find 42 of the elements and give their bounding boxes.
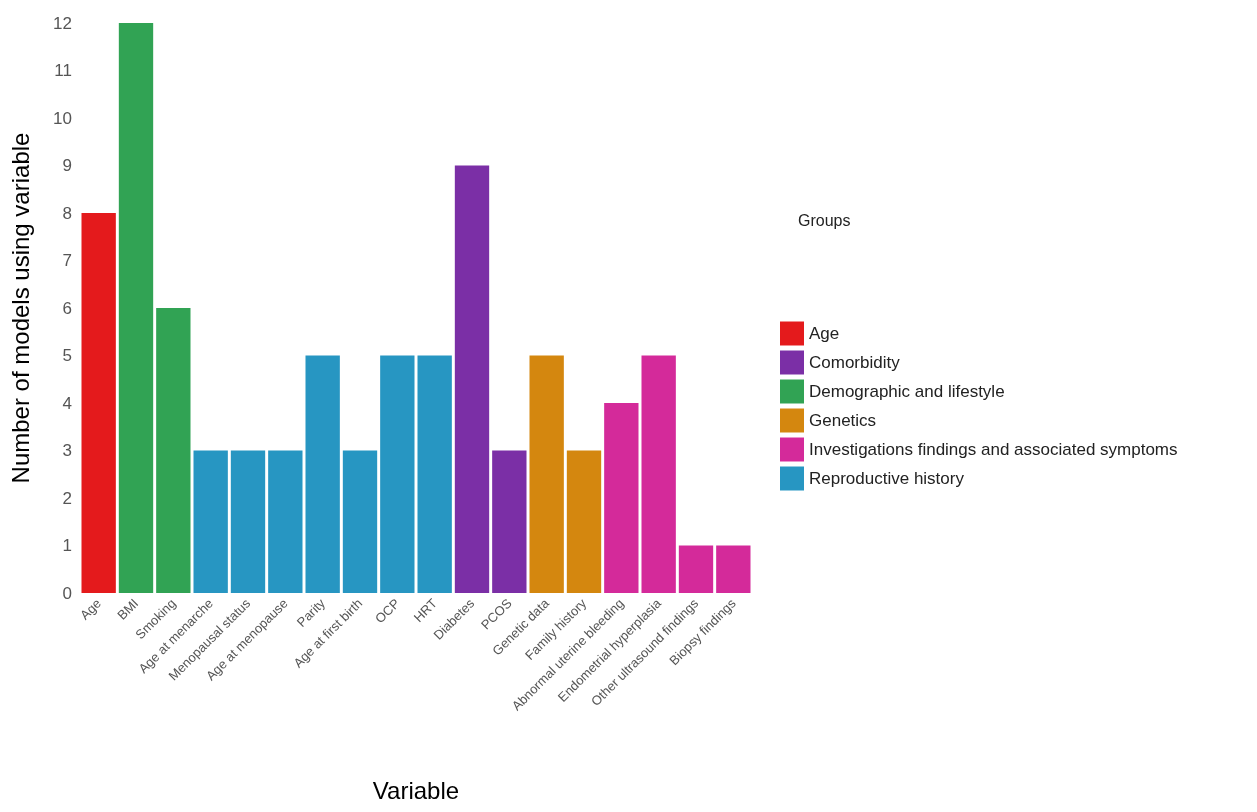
x-axis-title: Variable [372,776,460,804]
bar [193,450,228,593]
bar [641,355,676,593]
bar [566,450,602,593]
y-axis-title: Number of models using variable [6,132,34,484]
y-tick-label: 7 [62,251,72,270]
bar [380,355,415,593]
bar [230,450,266,593]
y-tick-label: 8 [62,203,72,223]
bar [716,545,751,593]
y-tick-label: 2 [62,488,72,508]
x-tick-label: Age [77,595,104,623]
bar [678,545,714,593]
legend-label: Genetics [809,411,877,430]
y-tick-label: 0 [62,583,72,603]
bar [156,308,191,593]
bar [492,450,527,593]
y-tick-label: 5 [62,346,72,365]
bar [417,355,452,593]
bar [118,23,154,593]
y-tick-label: 12 [53,13,72,33]
y-tick-label: 6 [62,298,72,318]
y-tick-label: 9 [62,156,72,175]
legend-title: Groups [798,211,851,229]
y-tick-label: 4 [62,393,72,413]
y-tick-label: 11 [54,61,72,80]
legend-label: Reproductive history [809,469,965,488]
bar [529,355,564,593]
bar [81,213,116,593]
bar [305,355,340,593]
legend-label: Age [809,324,840,343]
y-tick-label: 10 [53,108,72,128]
legend-label: Demographic and lifestyle [809,382,1005,401]
y-tick-label: 3 [62,441,72,460]
legend-label: Comorbidity [809,353,901,372]
bar [342,450,378,593]
bar [454,165,490,593]
bar [268,450,303,593]
x-tick-label: BMI [114,595,142,623]
y-tick-label: 1 [62,536,72,555]
legend-label: Investigations findings and associated symptoms [809,440,1178,459]
bar [604,403,639,593]
